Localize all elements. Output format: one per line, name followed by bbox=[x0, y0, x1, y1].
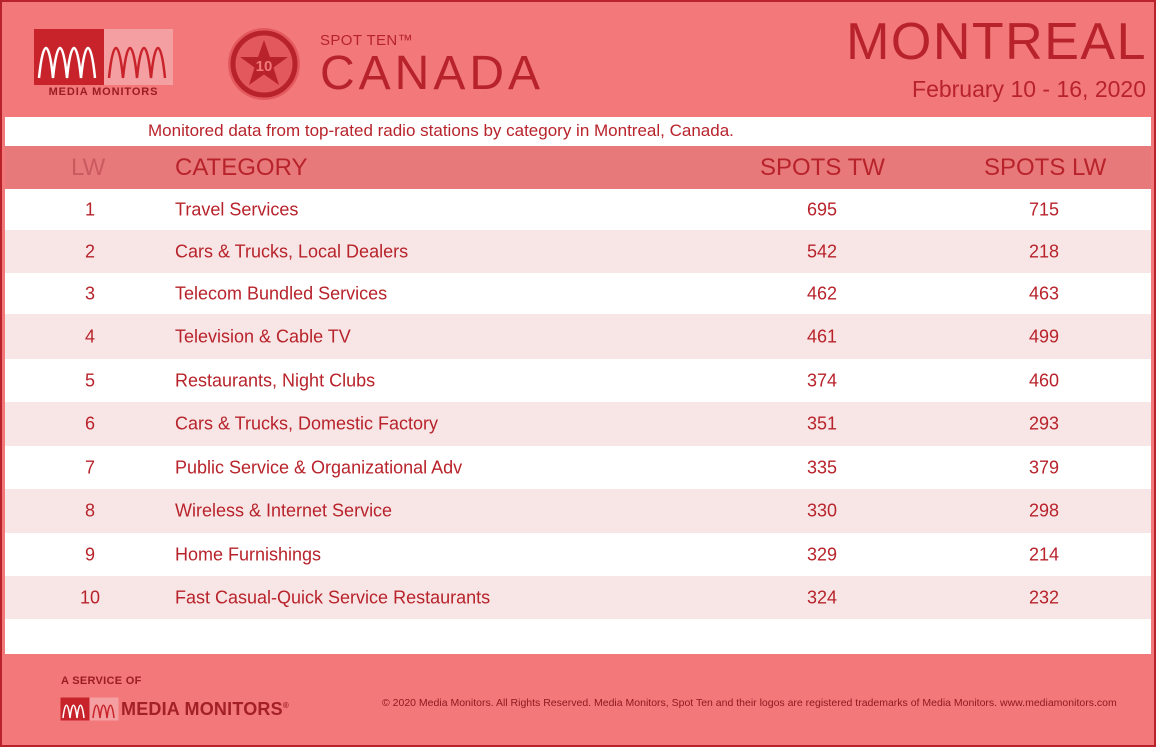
spots-lw-cell: 499 bbox=[1028, 326, 1060, 346]
header: MEDIA MONITORS 10 SPOT TEN™ CANADA MONTR… bbox=[2, 2, 1154, 116]
category-cell: Restaurants, Night Clubs bbox=[175, 370, 376, 390]
copyright: © 2020 Media Monitors. All Rights Reserv… bbox=[382, 697, 1117, 709]
spots-tw-cell: 461 bbox=[806, 326, 838, 346]
spots-tw-cell: 351 bbox=[806, 413, 838, 434]
spots-tw-cell: 329 bbox=[806, 544, 838, 564]
spots-lw-cell: 715 bbox=[1028, 199, 1060, 219]
category-cell: Fast Casual-Quick Service Restaurants bbox=[175, 587, 491, 607]
badge-number: 10 bbox=[256, 58, 273, 75]
table-row: 4 Television & Cable TV 461 499 bbox=[5, 314, 1151, 359]
table-row: 1 Travel Services 695 715 bbox=[5, 189, 1151, 230]
category-cell: Cars & Trucks, Domestic Factory bbox=[175, 413, 439, 434]
logo-text: MEDIA MONITORS bbox=[48, 86, 159, 98]
spots-lw-cell: 463 bbox=[1028, 283, 1060, 303]
rank-cell: 4 bbox=[84, 326, 95, 346]
category-cell: Television & Cable TV bbox=[175, 326, 351, 346]
category-cell: Travel Services bbox=[175, 199, 299, 219]
table-row: 2 Cars & Trucks, Local Dealers 542 218 bbox=[5, 230, 1151, 273]
spots-lw-cell: 298 bbox=[1028, 500, 1060, 521]
spots-lw-cell: 460 bbox=[1028, 370, 1060, 390]
spots-tw-cell: 542 bbox=[806, 241, 838, 261]
table-row: 6 Cars & Trucks, Domestic Factory 351 29… bbox=[5, 402, 1151, 446]
table-row: 8 Wireless & Internet Service 330 298 bbox=[5, 489, 1151, 533]
spot-ten-label: SPOT TEN™ bbox=[320, 32, 414, 49]
spots-lw-cell: 293 bbox=[1028, 413, 1060, 434]
rank-cell: 8 bbox=[84, 500, 95, 521]
country-title: CANADA bbox=[320, 47, 545, 100]
rank-cell: 2 bbox=[84, 241, 95, 261]
category-cell: Telecom Bundled Services bbox=[175, 283, 388, 303]
media-monitors-logo bbox=[34, 29, 173, 85]
date-range: February 10 - 16, 2020 bbox=[912, 76, 1146, 102]
footer-brand-text: MEDIA MONITORS bbox=[121, 699, 283, 719]
spots-lw-cell: 218 bbox=[1028, 241, 1060, 261]
table-row: 7 Public Service & Organizational Adv 33… bbox=[5, 446, 1151, 489]
spots-lw-cell: 379 bbox=[1028, 457, 1060, 477]
rank-cell: 10 bbox=[79, 587, 101, 607]
header-rank: LW bbox=[71, 154, 106, 181]
rank-cell: 1 bbox=[84, 199, 95, 219]
category-cell: Public Service & Organizational Adv bbox=[175, 457, 463, 477]
spots-lw-cell: 214 bbox=[1028, 544, 1060, 564]
table-header: LW CATEGORY SPOTS TW SPOTS LW bbox=[5, 146, 1151, 189]
spots-tw-cell: 695 bbox=[806, 199, 838, 219]
header-spots-lw: SPOTS LW bbox=[984, 154, 1107, 181]
header-category: CATEGORY bbox=[175, 154, 308, 181]
table-row: 5 Restaurants, Night Clubs 374 460 bbox=[5, 359, 1151, 402]
spot-ten-badge-icon: 10 bbox=[228, 28, 300, 100]
footer: A SERVICE OF MEDIA MONITORS® © 2020 Medi… bbox=[2, 654, 1154, 745]
table-row: 10 Fast Casual-Quick Service Restaurants… bbox=[5, 576, 1151, 619]
category-cell: Home Furnishings bbox=[175, 544, 322, 564]
spots-tw-cell: 330 bbox=[806, 500, 838, 521]
rank-cell: 3 bbox=[84, 283, 95, 303]
table-body: 1 Travel Services 695 715 2 Cars & Truck… bbox=[5, 189, 1151, 654]
rank-cell: 6 bbox=[84, 413, 95, 434]
service-of-label: A SERVICE OF bbox=[61, 675, 142, 687]
table-row: 9 Home Furnishings 329 214 bbox=[5, 533, 1151, 576]
spots-tw-cell: 462 bbox=[806, 283, 838, 303]
subtitle-bar: Monitored data from top-rated radio stat… bbox=[5, 117, 1151, 146]
registered-mark: ® bbox=[282, 701, 289, 710]
category-cell: Wireless & Internet Service bbox=[175, 500, 393, 521]
spots-tw-cell: 335 bbox=[806, 457, 838, 477]
table-row: 3 Telecom Bundled Services 462 463 bbox=[5, 273, 1151, 314]
footer-brand: MEDIA MONITORS® bbox=[121, 699, 289, 720]
rank-cell: 7 bbox=[84, 457, 95, 477]
rank-cell: 5 bbox=[84, 370, 95, 390]
category-cell: Cars & Trucks, Local Dealers bbox=[175, 241, 409, 261]
media-monitors-small-logo bbox=[60, 697, 119, 721]
spots-tw-cell: 324 bbox=[806, 587, 838, 607]
spots-tw-cell: 374 bbox=[806, 370, 838, 390]
city-title: MONTREAL bbox=[846, 13, 1147, 71]
subtitle: Monitored data from top-rated radio stat… bbox=[148, 121, 734, 140]
header-spots-tw: SPOTS TW bbox=[760, 154, 885, 181]
rank-cell: 9 bbox=[84, 544, 95, 564]
spots-lw-cell: 232 bbox=[1028, 587, 1060, 607]
